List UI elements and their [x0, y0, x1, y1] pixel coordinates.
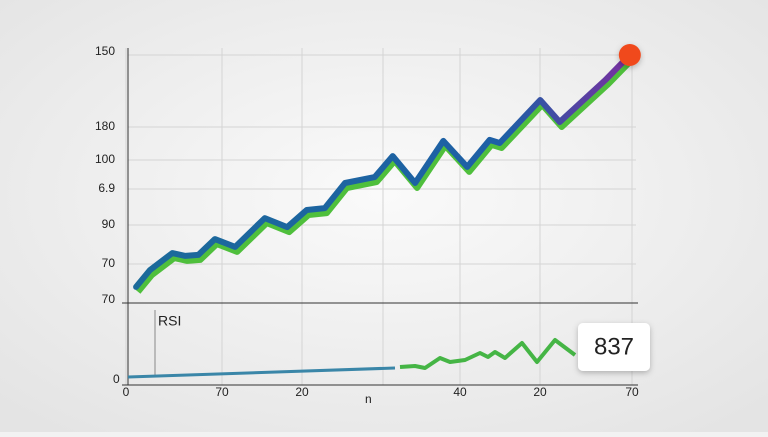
y-axis-text: 6.9 [98, 181, 115, 195]
line [133, 52, 633, 290]
panel-axis-label: 0 [113, 372, 120, 386]
x-axis-text: 20 [295, 385, 309, 399]
rsi-flat [127, 366, 396, 379]
x-axis-text: 40 [453, 385, 467, 399]
y-axis-text: 90 [102, 217, 116, 231]
y-axis-text: 180 [95, 119, 115, 133]
rsi-line [399, 338, 577, 370]
x-tick-label: 0 [123, 385, 130, 399]
badge-text: 837 [594, 333, 634, 360]
panel-label: RSI [158, 313, 181, 329]
x-axis-text: 20 [533, 385, 547, 399]
line-glow [135, 57, 634, 294]
y-tick-label: 150 [95, 44, 115, 58]
x-axis-label: n [365, 392, 372, 406]
badge-box [578, 323, 650, 371]
y-tick-label: 70 [102, 292, 116, 306]
y-axis-text: 70 [102, 256, 116, 270]
y-axis-text: 100 [95, 152, 115, 166]
x-axis-text: 70 [215, 385, 229, 399]
end-marker [618, 44, 641, 66]
badge [578, 323, 650, 371]
x-tick-label: 70 [625, 385, 639, 399]
